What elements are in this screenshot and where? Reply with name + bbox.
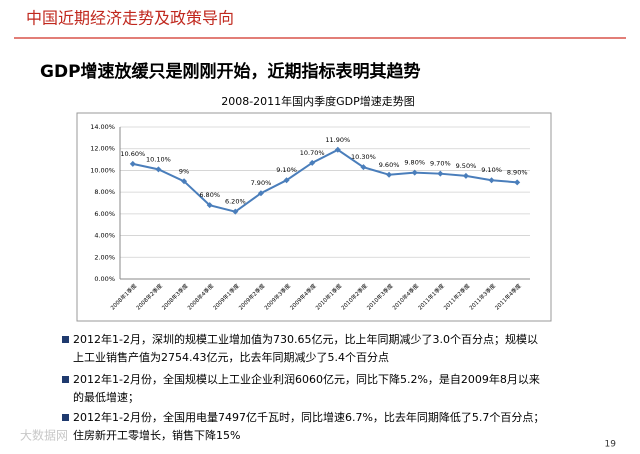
y-tick-label: 10.00% [90,166,115,174]
chart-title: 2008-2011年国内季度GDP增速走势图 [221,94,415,108]
bullet-marker [62,414,69,421]
data-point [514,179,521,186]
slide-subtitle: GDP增速放缓只是刚刚开始，近期指标表明其趋势 [40,61,421,82]
data-point [334,146,341,153]
bullet-text: 上工业销售产值为2754.43亿元，比去年同期减少了5.4个百分点 [73,350,389,364]
y-tick-label: 0.00% [94,275,115,283]
page-number: 19 [605,440,617,450]
data-label: 11.90% [325,136,350,144]
y-tick-label: 4.00% [94,232,115,240]
data-point [129,160,136,167]
data-label: 9.60% [379,161,400,169]
data-label: 6.80% [199,191,220,199]
data-point [181,178,188,185]
chart-frame [76,112,552,322]
watermark: 大数据网 [20,428,68,443]
data-point [309,159,316,166]
y-tick-label: 8.00% [94,188,115,196]
bullet-marker [62,336,69,343]
data-point [155,166,162,173]
data-label: 7.90% [251,179,272,187]
data-label: 10.30% [351,153,376,161]
series-line [132,148,518,213]
data-label: 6.20% [225,198,246,206]
data-label: 9.80% [404,159,425,167]
data-label: 10.10% [146,155,171,163]
data-label: 10.60% [120,150,145,158]
slide-header: 中国近期经济走势及政策导向 [26,9,234,28]
y-tick-label: 14.00% [90,123,115,131]
data-point [360,164,367,171]
data-point [232,208,239,215]
data-label: 9.50% [456,162,477,170]
data-label: 8.90% [507,168,528,176]
data-label: 10.70% [300,149,325,157]
data-point [206,202,213,209]
bullet-text: 2012年1-2月份，全国规模以上工业企业利润6060亿元，同比下降5.2%，是… [73,372,540,386]
data-label: 9.10% [276,166,297,174]
y-tick-label: 6.00% [94,210,115,218]
data-point [437,170,444,177]
data-label: 9% [179,167,189,175]
data-point [462,172,469,179]
bullet-text: 2012年1-2月份，全国用电量7497亿千瓦时，同比增速6.7%，比去年同期降… [73,410,544,424]
data-label: 9.70% [430,160,451,168]
bullet-marker [62,376,69,383]
data-point [411,169,418,176]
data-point [257,190,264,197]
bullet-text: 住房新开工零增长，销售下降15% [73,428,240,442]
data-point [386,171,393,178]
data-label: 9.10% [481,166,502,174]
y-tick-label: 12.00% [90,145,115,153]
data-point [283,177,290,184]
data-point [488,177,495,184]
y-tick-label: 2.00% [94,253,115,261]
bullet-text: 2012年1-2月，深圳的规模工业增加值为730.65亿元，比上年同期减少了3.… [73,332,538,346]
bullet-text: 的最低增速； [73,390,139,404]
